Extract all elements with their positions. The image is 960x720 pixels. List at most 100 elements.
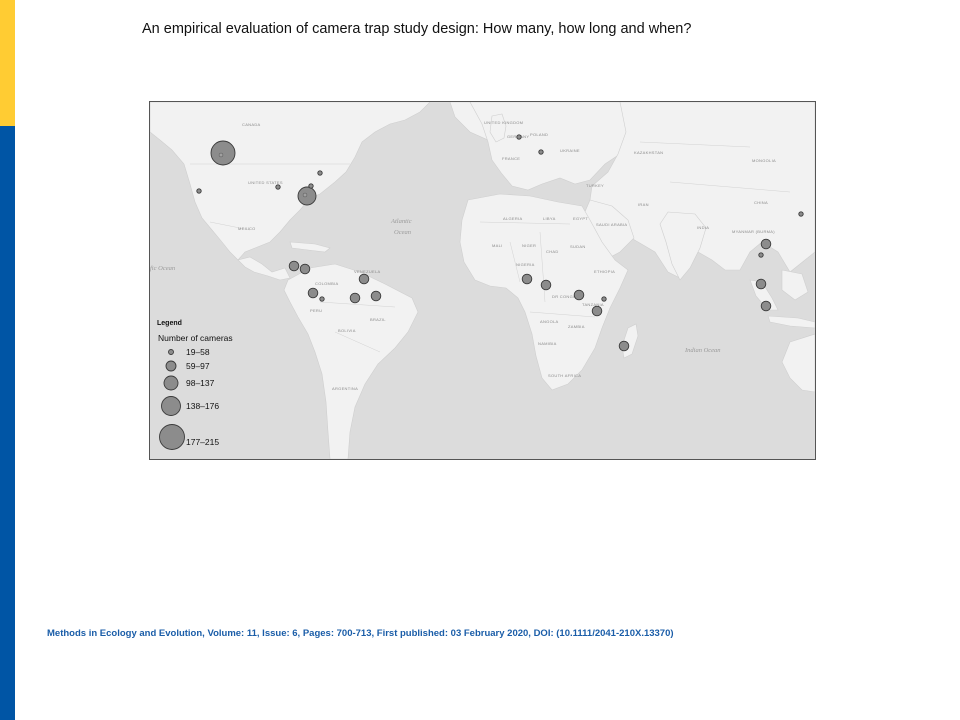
study-site-marker (540, 279, 552, 291)
study-site-marker (798, 211, 804, 217)
slide-title: An empirical evaluation of camera trap s… (142, 21, 692, 37)
legend-symbol (161, 396, 181, 416)
study-site-marker (760, 300, 772, 312)
country-label: UNITED KINGDOM (484, 120, 523, 125)
border-sa-2 (334, 331, 381, 353)
country-label: KAZAKHSTAN (634, 150, 663, 155)
map-legend: Legend Number of cameras 19–58 59–97 98–… (157, 320, 233, 450)
border-sa-1 (319, 301, 396, 308)
country-label: DR CONGO (552, 294, 576, 299)
country-label: LIBYA (543, 216, 556, 221)
land-india (659, 211, 707, 281)
study-site-marker (302, 192, 308, 198)
border-africa-4 (529, 311, 596, 318)
country-label: IRAN (638, 202, 649, 207)
country-label: FRANCE (502, 156, 520, 161)
legend-symbol (168, 349, 174, 355)
country-label: CANADA (242, 122, 261, 127)
country-label: INDIA (697, 225, 709, 230)
country-label: TANZANIA (582, 302, 604, 307)
country-label: NIGER (522, 243, 536, 248)
country-label: SOUTH AFRICA (548, 373, 581, 378)
legend-symbol (165, 360, 177, 372)
legend-label: 19–58 (186, 347, 210, 357)
land-south-america (283, 263, 419, 459)
country-label: COLOMBIA (315, 281, 339, 286)
study-site-marker (358, 273, 370, 285)
country-label: MALI (492, 243, 503, 248)
country-label: MONGOLIA (752, 158, 776, 163)
country-label-group: CANADA UNITED STATES MEXICO VENEZUELA CO… (238, 120, 776, 391)
country-label: UNITED STATES (248, 180, 283, 185)
ocean-label: Indian Ocean (684, 347, 721, 354)
country-label: SAUDI ARABIA (596, 222, 627, 227)
border-us-mexico (209, 221, 251, 231)
study-site-marker (370, 290, 382, 302)
border-asia-1 (639, 141, 751, 148)
country-label: ETHIOPIA (594, 269, 615, 274)
land-caribbean (289, 241, 331, 253)
study-site-marker (573, 289, 585, 301)
study-site-marker (307, 287, 319, 299)
land-java (767, 315, 815, 329)
country-label: UKRAINE (560, 148, 580, 153)
country-label: ANGOLA (540, 319, 559, 324)
map-svg: CANADA UNITED STATES MEXICO VENEZUELA CO… (150, 102, 815, 459)
study-site-marker (618, 340, 630, 352)
border-africa-3 (539, 231, 546, 303)
land-africa (459, 193, 629, 391)
study-site-marker (196, 188, 202, 194)
country-label: BRAZIL (370, 317, 386, 322)
country-label: SUDAN (570, 244, 586, 249)
legend-label: 177–215 (186, 437, 219, 447)
legend-subtitle: Number of cameras (158, 333, 233, 343)
country-label: ALGERIA (503, 216, 522, 221)
legend-label: 59–97 (186, 361, 210, 371)
country-label: CHINA (754, 200, 768, 205)
study-site-marker (275, 184, 281, 190)
country-label: BOLIVIA (338, 328, 356, 333)
country-label: CHAD (546, 249, 559, 254)
country-borders (190, 141, 791, 353)
country-label: MEXICO (238, 226, 256, 231)
country-label: VENEZUELA (354, 269, 381, 274)
border-asia-2 (669, 181, 791, 193)
country-label: ARGENTINA (332, 386, 358, 391)
study-site-marker (601, 296, 607, 302)
legend-symbol (159, 424, 185, 450)
study-site-map: CANADA UNITED STATES MEXICO VENEZUELA CO… (149, 101, 816, 460)
study-site-marker (349, 292, 361, 304)
accent-bar-blue (0, 126, 15, 720)
legend-symbol (163, 375, 179, 391)
ocean-label: fic Ocean (150, 265, 175, 272)
study-site-marker (758, 252, 764, 258)
country-label: EGYPT (573, 216, 588, 221)
country-label: NIGERIA (516, 262, 535, 267)
study-site-marker (591, 305, 603, 317)
study-site-marker (538, 149, 544, 155)
study-site-marker (319, 296, 325, 302)
ocean-label: Ocean (394, 229, 411, 236)
study-site-marker (516, 134, 522, 140)
legend-title: Legend (157, 320, 182, 327)
country-label: MYANMAR (BURMA) (732, 229, 775, 234)
study-site-marker (218, 152, 224, 158)
land-central-america (237, 256, 291, 281)
ocean-label: Atlantic (390, 218, 412, 225)
country-label: TURKEY (586, 183, 604, 188)
ocean-label-group: Atlantic Ocean fic Ocean Indian Ocean (150, 218, 721, 354)
citation: Methods in Ecology and Evolution, Volume… (47, 628, 674, 639)
study-site-marker (755, 278, 767, 290)
border-africa-2 (509, 241, 521, 283)
study-site-marker (760, 238, 772, 250)
country-label: PERU (310, 308, 322, 313)
landmasses (150, 102, 815, 459)
legend-label: 98–137 (186, 378, 215, 388)
land-borneo (781, 269, 809, 301)
study-site-marker (308, 183, 314, 189)
country-label: POLAND (530, 132, 548, 137)
land-uk (489, 113, 507, 143)
study-site-markers (196, 134, 804, 352)
study-site-marker (317, 170, 323, 176)
study-site-marker (210, 140, 236, 166)
